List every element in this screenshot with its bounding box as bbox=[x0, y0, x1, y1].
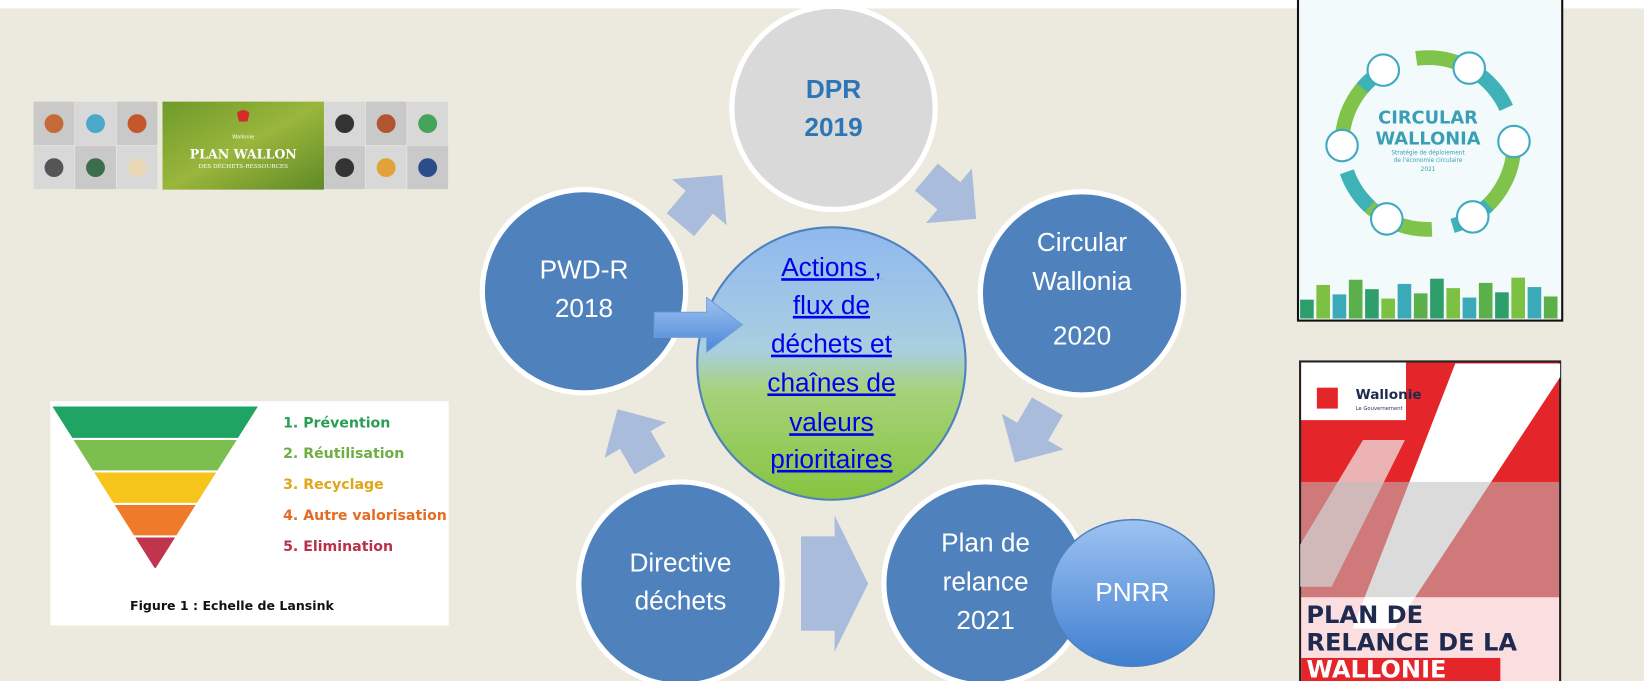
node-label: Plan de bbox=[941, 528, 1030, 558]
center-link-text[interactable]: déchets et bbox=[771, 329, 893, 359]
cycle-node: Circular Wallonia 2020 bbox=[980, 192, 1183, 395]
node-label: 2018 bbox=[555, 293, 613, 323]
banner-icon bbox=[418, 114, 437, 133]
center-link-text[interactable]: flux de bbox=[793, 290, 870, 320]
banner-icon bbox=[45, 114, 64, 133]
pyramid-item: 5. Elimination bbox=[283, 539, 393, 555]
cover-icon bbox=[1454, 52, 1485, 83]
pyramid-item: 1. Prévention bbox=[283, 415, 390, 431]
pyramid-band bbox=[94, 473, 216, 503]
banner-icon bbox=[86, 114, 105, 133]
cover-subtitle: Stratégie de déploiement bbox=[1391, 149, 1465, 156]
cover-city bbox=[1365, 289, 1379, 318]
cover-subbrand: Le Gouvernement bbox=[1356, 406, 1403, 412]
cover-brand: Wallonie bbox=[1356, 387, 1422, 403]
banner-icon bbox=[86, 158, 105, 177]
cycle-arrow bbox=[915, 163, 976, 223]
node-label: 2021 bbox=[956, 605, 1014, 635]
cycle-node: Directive déchets bbox=[579, 482, 782, 681]
node-label: PWD-R bbox=[540, 254, 629, 284]
cover-city bbox=[1414, 293, 1428, 318]
banner-icon bbox=[418, 158, 437, 177]
center-link-text[interactable]: valeurs bbox=[789, 407, 873, 437]
cover-city bbox=[1316, 285, 1330, 319]
cover-icon bbox=[1371, 203, 1402, 234]
cover-title: WALLONIE bbox=[1306, 656, 1446, 681]
pyramid-band bbox=[74, 440, 237, 470]
cover-icon bbox=[1368, 54, 1399, 85]
cover-year: 2021 bbox=[1421, 167, 1436, 173]
center-link-text[interactable]: Actions , bbox=[781, 252, 881, 282]
node-circle bbox=[482, 190, 685, 393]
page: { "banner": {"logo": "Wallonie", "title"… bbox=[0, 0, 1644, 681]
cover-title: WALLONIA bbox=[1375, 128, 1480, 149]
cover-icon bbox=[1326, 130, 1357, 161]
cover-city bbox=[1479, 283, 1493, 319]
banner-rooster bbox=[237, 110, 250, 122]
banner-icon bbox=[128, 158, 147, 177]
pyramid-item: 3. Recyclage bbox=[283, 477, 384, 493]
cover-city bbox=[1495, 292, 1509, 318]
cover-city bbox=[1511, 278, 1525, 319]
cover-title: RELANCE DE LA bbox=[1306, 628, 1517, 656]
node-label: déchets bbox=[635, 585, 727, 615]
cover-title: CIRCULAR bbox=[1378, 107, 1478, 128]
center-link-text[interactable]: prioritaires bbox=[770, 444, 892, 474]
node-label: DPR bbox=[806, 74, 861, 104]
center-link-text[interactable]: chaînes de bbox=[767, 367, 895, 397]
cycle-arrow bbox=[605, 409, 667, 474]
banner-icon bbox=[128, 114, 147, 133]
node-label: relance bbox=[943, 566, 1029, 596]
banner-icon bbox=[335, 114, 354, 133]
banner-icon bbox=[335, 158, 354, 177]
cover-city bbox=[1398, 284, 1412, 319]
cover-city bbox=[1463, 298, 1477, 319]
cover-title: PLAN DE bbox=[1306, 601, 1423, 629]
banner-logo: Wallonie bbox=[232, 135, 254, 141]
pyramid-item: 2. Réutilisation bbox=[283, 446, 404, 462]
banner-title: PLAN WALLON bbox=[190, 147, 297, 162]
node-label: 2019 bbox=[804, 112, 862, 142]
node-circle bbox=[732, 6, 935, 209]
pyramid-band bbox=[52, 407, 258, 438]
node-label: Directive bbox=[630, 548, 732, 578]
cycle-arrow bbox=[801, 515, 868, 651]
cover-logo-mark bbox=[1317, 388, 1338, 409]
cycle-node: PWD-R 2018 bbox=[482, 190, 685, 393]
cover-city bbox=[1381, 299, 1395, 319]
cover-city bbox=[1300, 300, 1314, 319]
node-label: PNRR bbox=[1095, 577, 1169, 607]
slide: Wallonie PLAN WALLONDES DÉCHETS-RESSOURCE… bbox=[0, 0, 1644, 681]
cover-city bbox=[1333, 294, 1347, 318]
cycle-arrow bbox=[667, 175, 727, 236]
node-circle bbox=[579, 482, 782, 681]
cover-subtitle: de l'économie circulaire bbox=[1394, 157, 1463, 164]
banner-subtitle: DES DÉCHETS-RESSOURCES bbox=[198, 162, 288, 170]
node-label: Wallonia bbox=[1032, 266, 1132, 296]
cover-city bbox=[1446, 288, 1460, 318]
node-label: Circular bbox=[1037, 227, 1128, 257]
cycle-node: PNRR bbox=[1051, 520, 1215, 667]
cover-city bbox=[1430, 279, 1444, 319]
cover-icon bbox=[1457, 201, 1488, 232]
node-label: 2020 bbox=[1053, 320, 1111, 350]
cycle-arrow bbox=[1002, 397, 1064, 462]
cover-city bbox=[1544, 296, 1558, 318]
cover-icon bbox=[1498, 126, 1529, 157]
banner-icon bbox=[377, 114, 396, 133]
cover-city bbox=[1528, 287, 1542, 318]
pyramid-caption: Figure 1 : Echelle de Lansink bbox=[130, 598, 335, 613]
cover-city bbox=[1349, 280, 1363, 319]
cover-photo bbox=[1301, 482, 1559, 597]
pyramid-item: 4. Autre valorisation bbox=[283, 508, 447, 524]
banner-icon bbox=[45, 158, 64, 177]
cycle-node: DPR 2019 bbox=[732, 6, 935, 209]
banner-icon bbox=[377, 158, 396, 177]
